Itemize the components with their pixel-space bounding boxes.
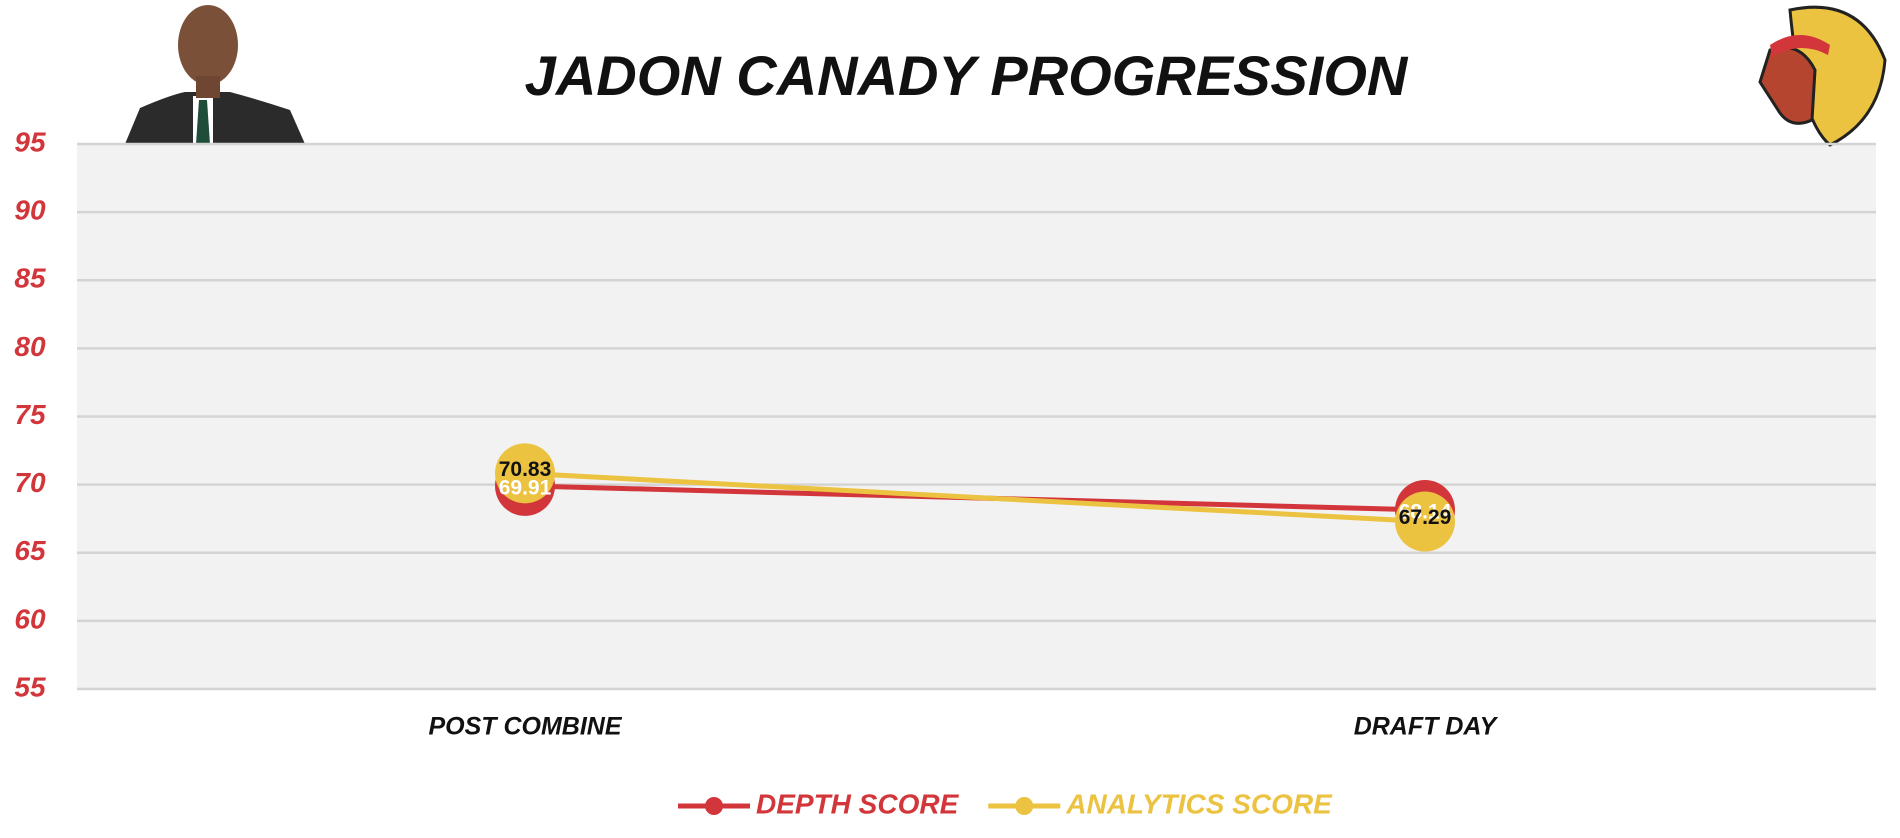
player-photo: [125, 5, 305, 144]
legend-marker: [705, 797, 723, 815]
y-tick-label: 70: [14, 467, 46, 498]
y-tick-label: 65: [14, 535, 46, 566]
team-logo: [1758, 5, 1887, 147]
data-label: 67.29: [1399, 506, 1452, 529]
data-point: [1395, 491, 1455, 552]
y-tick-label: 80: [14, 331, 46, 362]
y-tick-label: 55: [14, 671, 46, 702]
y-tick-label: 75: [14, 399, 46, 430]
data-label: 68.14: [1399, 501, 1452, 524]
chart-title: JADON CANADY PROGRESSION: [525, 44, 1409, 107]
legend-label: ANALYTICS SCORE: [1065, 788, 1333, 819]
x-tick-label: DRAFT DAY: [1354, 713, 1499, 741]
data-label: 69.91: [499, 476, 552, 499]
y-tick-label: 90: [14, 195, 46, 226]
legend-label: DEPTH SCORE: [756, 788, 960, 819]
y-tick-label: 60: [14, 603, 46, 634]
data-point: [495, 443, 555, 504]
legend-marker: [1015, 797, 1034, 815]
x-tick-label: POST COMBINE: [428, 713, 622, 741]
y-tick-label: 95: [14, 126, 46, 157]
y-tick-label: 85: [14, 263, 46, 294]
series-line: [524, 470, 1426, 525]
data-label: 70.83: [499, 458, 552, 481]
